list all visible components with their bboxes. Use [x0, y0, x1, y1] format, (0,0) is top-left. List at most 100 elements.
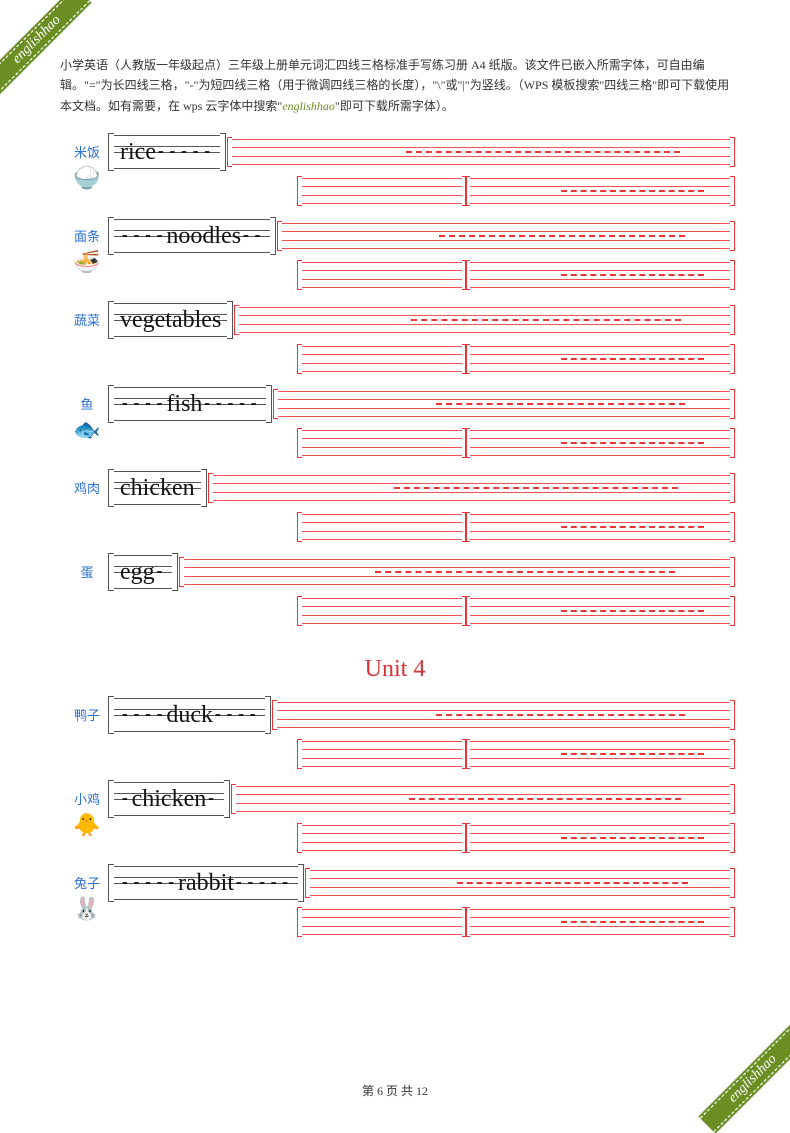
- chinese-label: 鸡肉: [60, 478, 114, 497]
- header-highlight: englishhao: [282, 99, 335, 113]
- dash-prefix: -----: [120, 874, 178, 892]
- dash-prefix: ----: [120, 227, 166, 245]
- english-word: rice: [120, 139, 156, 166]
- food-icon: 🐰: [60, 896, 114, 922]
- dash-suffix: ----: [213, 706, 259, 724]
- vocab-entry: 小鸡🐥-chicken-: [60, 781, 730, 859]
- chinese-label: 鱼: [60, 394, 114, 413]
- writing-row: ----noodles--: [114, 218, 730, 254]
- writing-lines: egg-: [114, 554, 730, 632]
- food-icon: 🍜: [60, 249, 114, 275]
- practice-line-long: [236, 784, 730, 814]
- word-box: ----duck----: [114, 698, 265, 732]
- chinese-label: 蛋: [60, 562, 114, 581]
- practice-line-long: [232, 137, 730, 167]
- practice-line-long: [278, 389, 730, 419]
- practice-line-short: [302, 344, 462, 374]
- writing-row: rice-----: [114, 134, 730, 170]
- dash-suffix: -----: [202, 395, 260, 413]
- writing-row: vegetables: [114, 302, 730, 338]
- writing-row: -chicken-: [114, 781, 730, 817]
- vocab-entry: 鸡肉 chicken: [60, 470, 730, 548]
- dash-prefix: -: [120, 790, 132, 808]
- header-text-2: "即可下载所需字体）。: [335, 99, 454, 113]
- writing-lines: rice-----: [114, 134, 730, 212]
- practice-line-med: [470, 907, 730, 937]
- label-column: 小鸡🐥: [60, 781, 114, 838]
- writing-lines: chicken: [114, 470, 730, 548]
- writing-row-sub: [114, 596, 730, 626]
- header-paragraph: 小学英语（人教版一年级起点）三年级上册单元词汇四线三格标准手写练习册 A4 纸版…: [60, 55, 730, 116]
- writing-row-sub: [114, 176, 730, 206]
- writing-row: chicken: [114, 470, 730, 506]
- word-box: -chicken-: [114, 782, 224, 816]
- word-box: rice-----: [114, 135, 220, 169]
- word-box: ----noodles--: [114, 219, 270, 253]
- practice-line-long: [282, 221, 730, 251]
- writing-lines: ----noodles--: [114, 218, 730, 296]
- footer-total: 12: [416, 1084, 428, 1098]
- dash-suffix: -: [206, 790, 218, 808]
- chinese-label: 鸭子: [60, 705, 114, 724]
- chinese-label: 米饭: [60, 142, 114, 161]
- word-box: -----rabbit-----: [114, 866, 298, 900]
- page-content: 小学英语（人教版一年级起点）三年级上册单元词汇四线三格标准手写练习册 A4 纸版…: [0, 0, 790, 989]
- practice-line-long: [277, 700, 730, 730]
- word-box: chicken: [114, 471, 201, 505]
- vocab-entry: 蛋egg-: [60, 554, 730, 632]
- writing-lines: -----rabbit-----: [114, 865, 730, 943]
- footer-prefix: 第: [362, 1084, 377, 1098]
- label-column: 蔬菜: [60, 302, 114, 333]
- english-word: chicken: [120, 475, 195, 502]
- practice-line-med: [470, 344, 730, 374]
- vocab-entry: 米饭 🍚rice-----: [60, 134, 730, 212]
- writing-row-sub: [114, 344, 730, 374]
- practice-line-short: [302, 428, 462, 458]
- practice-line-med: [470, 176, 730, 206]
- dash-suffix: -----: [234, 874, 292, 892]
- word-box: ----fish-----: [114, 387, 266, 421]
- chinese-label: 蔬菜: [60, 310, 114, 329]
- practice-line-short: [302, 739, 462, 769]
- practice-line-med: [470, 823, 730, 853]
- vocab-entry: 蔬菜 vegetables: [60, 302, 730, 380]
- dash-prefix: ----: [120, 706, 166, 724]
- vocab-entry: 面条 🍜----noodles--: [60, 218, 730, 296]
- writing-row-sub: [114, 739, 730, 769]
- writing-row: -----rabbit-----: [114, 865, 730, 901]
- english-word: vegetables: [120, 307, 221, 334]
- food-icon: 🍚: [60, 165, 114, 191]
- practice-line-med: [470, 512, 730, 542]
- unit-title: Unit 4: [60, 656, 730, 683]
- writing-lines: ----duck----: [114, 697, 730, 775]
- practice-line-long: [310, 868, 730, 898]
- watermark-ribbon-bottom: englishhao: [699, 1025, 790, 1133]
- writing-lines: vegetables: [114, 302, 730, 380]
- label-column: 鸭子: [60, 697, 114, 728]
- writing-row: egg-: [114, 554, 730, 590]
- chinese-label: 兔子: [60, 873, 114, 892]
- practice-line-short: [302, 176, 462, 206]
- writing-lines: ----fish-----: [114, 386, 730, 464]
- practice-line-short: [302, 512, 462, 542]
- label-column: 米饭 🍚: [60, 134, 114, 191]
- english-word: chicken: [132, 786, 207, 813]
- writing-row-sub: [114, 907, 730, 937]
- footer-mid: 页 共: [383, 1084, 416, 1098]
- food-icon: 🐟: [60, 417, 114, 443]
- label-column: 兔子 🐰: [60, 865, 114, 922]
- writing-row-sub: [114, 823, 730, 853]
- dash-suffix: --: [241, 227, 264, 245]
- label-column: 蛋: [60, 554, 114, 585]
- practice-line-short: [302, 823, 462, 853]
- practice-line-med: [470, 596, 730, 626]
- chinese-label: 面条: [60, 226, 114, 245]
- label-column: 面条 🍜: [60, 218, 114, 275]
- writing-row-sub: [114, 512, 730, 542]
- vocab-entry: 鸭子----duck----: [60, 697, 730, 775]
- chinese-label: 小鸡: [60, 789, 114, 808]
- dash-suffix: -: [155, 563, 167, 581]
- writing-row: ----fish-----: [114, 386, 730, 422]
- english-word: fish: [166, 391, 202, 418]
- writing-lines: -chicken-: [114, 781, 730, 859]
